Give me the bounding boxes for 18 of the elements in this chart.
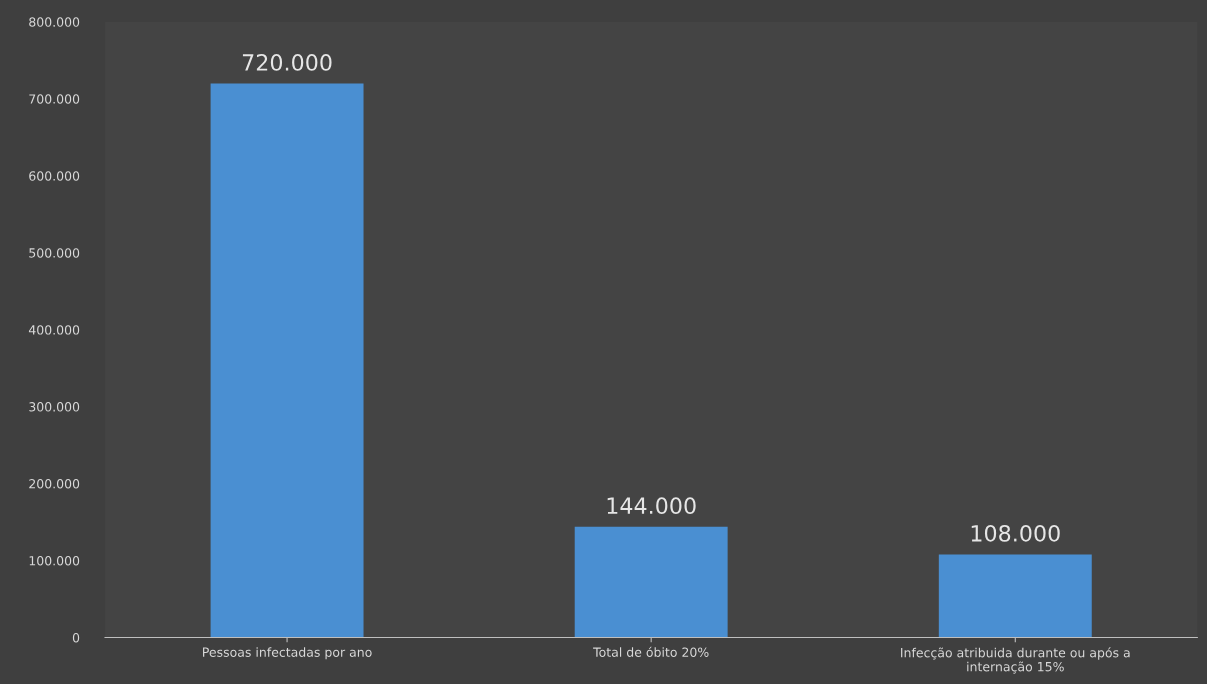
bar	[210, 83, 364, 638]
y-tick-label: 800.000	[29, 17, 80, 27]
y-tick-label: 500.000	[29, 248, 80, 258]
x-tick-label: Pessoas infectadas por ano	[203, 647, 372, 660]
bar	[574, 526, 728, 638]
y-tick-label: 100.000	[29, 556, 80, 566]
y-tick-label: 400.000	[28, 325, 80, 335]
y-tick-label: 0	[72, 632, 80, 643]
bar	[938, 554, 1092, 638]
x-tick-label: Total de óbito 20%	[593, 646, 709, 657]
y-tick-label: 200.000	[29, 479, 80, 489]
data-label: 720.000	[242, 54, 332, 71]
y-tick-label: 700.000	[29, 94, 80, 104]
data-label: 144.000	[607, 497, 696, 515]
y-tick-label: 600.000	[29, 171, 80, 181]
x-tick-label: Infecção atribuida durante ou após a internação 15%	[901, 647, 1130, 674]
y-tick-label: 300.000	[29, 402, 80, 412]
data-label: 108.000	[971, 524, 1060, 542]
